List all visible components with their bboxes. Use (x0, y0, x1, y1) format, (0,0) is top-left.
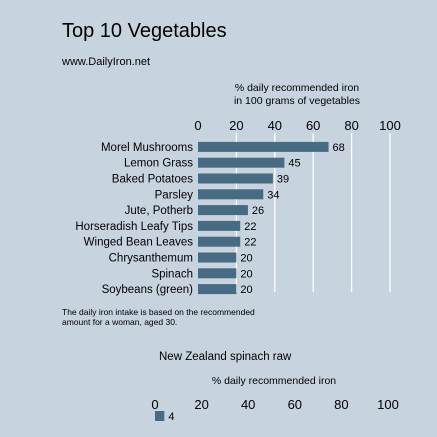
value-label-3: 34 (267, 189, 279, 201)
secondary-x-tick-label-80: 80 (334, 397, 348, 412)
secondary-value-label-0: 4 (168, 411, 174, 423)
secondary-chart-title: New Zealand spinach raw (159, 351, 292, 363)
category-label-8: Spinach (151, 268, 193, 280)
x-axis-label-line-2: in 100 grams of vegetables (234, 95, 360, 107)
value-label-7: 20 (240, 253, 252, 265)
bar-5 (198, 220, 241, 231)
footnote-line-1: The daily iron intake is based on the re… (62, 307, 255, 317)
bar-1 (198, 157, 285, 168)
value-label-1: 45 (288, 158, 300, 170)
value-label-8: 20 (240, 268, 252, 280)
secondary-bar-0 (155, 411, 165, 421)
value-label-9: 20 (240, 284, 252, 296)
x-tick-label-40: 40 (268, 118, 282, 133)
x-tick-label-80: 80 (344, 118, 358, 133)
category-label-1: Lemon Grass (124, 158, 193, 170)
bar-4 (198, 205, 248, 216)
bar-0 (198, 141, 329, 152)
bar-9 (198, 284, 237, 295)
bar-3 (198, 189, 264, 200)
category-label-0: Morel Mushrooms (101, 142, 193, 154)
secondary-x-tick-label-20: 20 (194, 397, 208, 412)
x-axis-label-line-1: % daily recommended iron (235, 82, 359, 94)
category-label-5: Horseradish Leafy Tips (75, 221, 193, 233)
x-tick-label-0: 0 (194, 118, 201, 133)
x-tick-label-100: 100 (379, 118, 401, 133)
category-label-6: Winged Bean Leaves (84, 237, 194, 249)
bar-6 (198, 236, 241, 247)
x-tick-label-20: 20 (229, 118, 243, 133)
x-tick-label-60: 60 (306, 118, 320, 133)
category-label-2: Baked Potatoes (112, 174, 193, 186)
bar-2 (198, 173, 273, 184)
footnote: The daily iron intake is based on the re… (62, 307, 322, 327)
secondary-x-tick-label-0: 0 (151, 397, 158, 412)
bar-8 (198, 268, 237, 279)
secondary-x-tick-label-40: 40 (241, 397, 255, 412)
category-label-9: Soybeans (green) (102, 284, 194, 296)
footnote-line-2: amount for a woman, aged 30. (62, 317, 178, 327)
category-label-4: Jute, Potherb (125, 205, 193, 217)
value-label-4: 26 (252, 205, 264, 217)
value-label-0: 68 (333, 142, 345, 154)
category-label-3: Parsley (155, 189, 194, 201)
secondary-x-tick-label-100: 100 (377, 397, 399, 412)
value-label-2: 39 (277, 174, 289, 186)
bar-7 (198, 252, 237, 263)
chart-title: Top 10 Vegetables (62, 20, 227, 42)
value-label-5: 22 (244, 221, 256, 233)
category-label-7: Chrysanthemum (109, 253, 193, 265)
chart-source: www.DailyIron.net (62, 56, 151, 68)
secondary-x-axis-label: % daily recommended iron (212, 375, 336, 387)
secondary-x-tick-label-60: 60 (288, 397, 302, 412)
value-label-6: 22 (244, 237, 256, 249)
